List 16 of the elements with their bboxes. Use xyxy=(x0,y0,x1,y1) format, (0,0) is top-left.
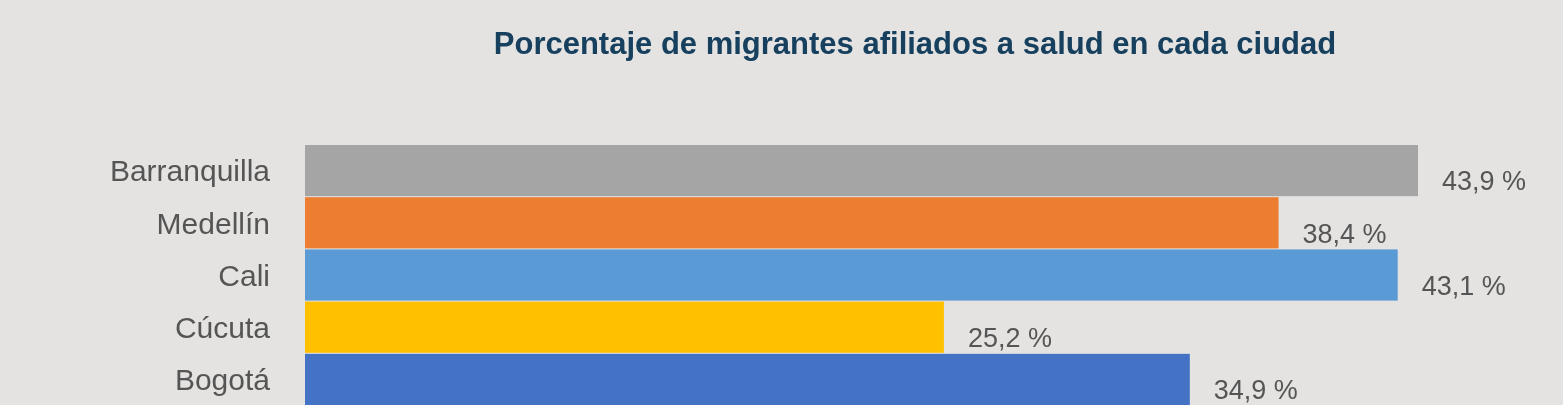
y-tick-label: Cúcuta xyxy=(174,311,271,345)
y-tick-label: Barranquilla xyxy=(109,154,271,188)
bar xyxy=(305,145,1418,197)
data-label: 38,4 % xyxy=(1302,218,1387,249)
bar xyxy=(305,301,944,353)
y-tick-label: Cali xyxy=(218,258,270,292)
bar xyxy=(305,197,1279,249)
bar xyxy=(305,249,1398,301)
chart-title: Porcentaje de migrantes afiliados a salud en cada ciudad xyxy=(493,26,1337,61)
y-tick-label: Bogotá xyxy=(174,363,271,397)
data-label: 34,9 % xyxy=(1213,375,1298,405)
data-label: 43,1 % xyxy=(1421,270,1506,301)
data-label: 25,2 % xyxy=(967,322,1052,353)
y-tick-label: Medellín xyxy=(156,206,270,240)
data-label: 43,9 % xyxy=(1442,166,1527,197)
bar xyxy=(305,353,1190,405)
